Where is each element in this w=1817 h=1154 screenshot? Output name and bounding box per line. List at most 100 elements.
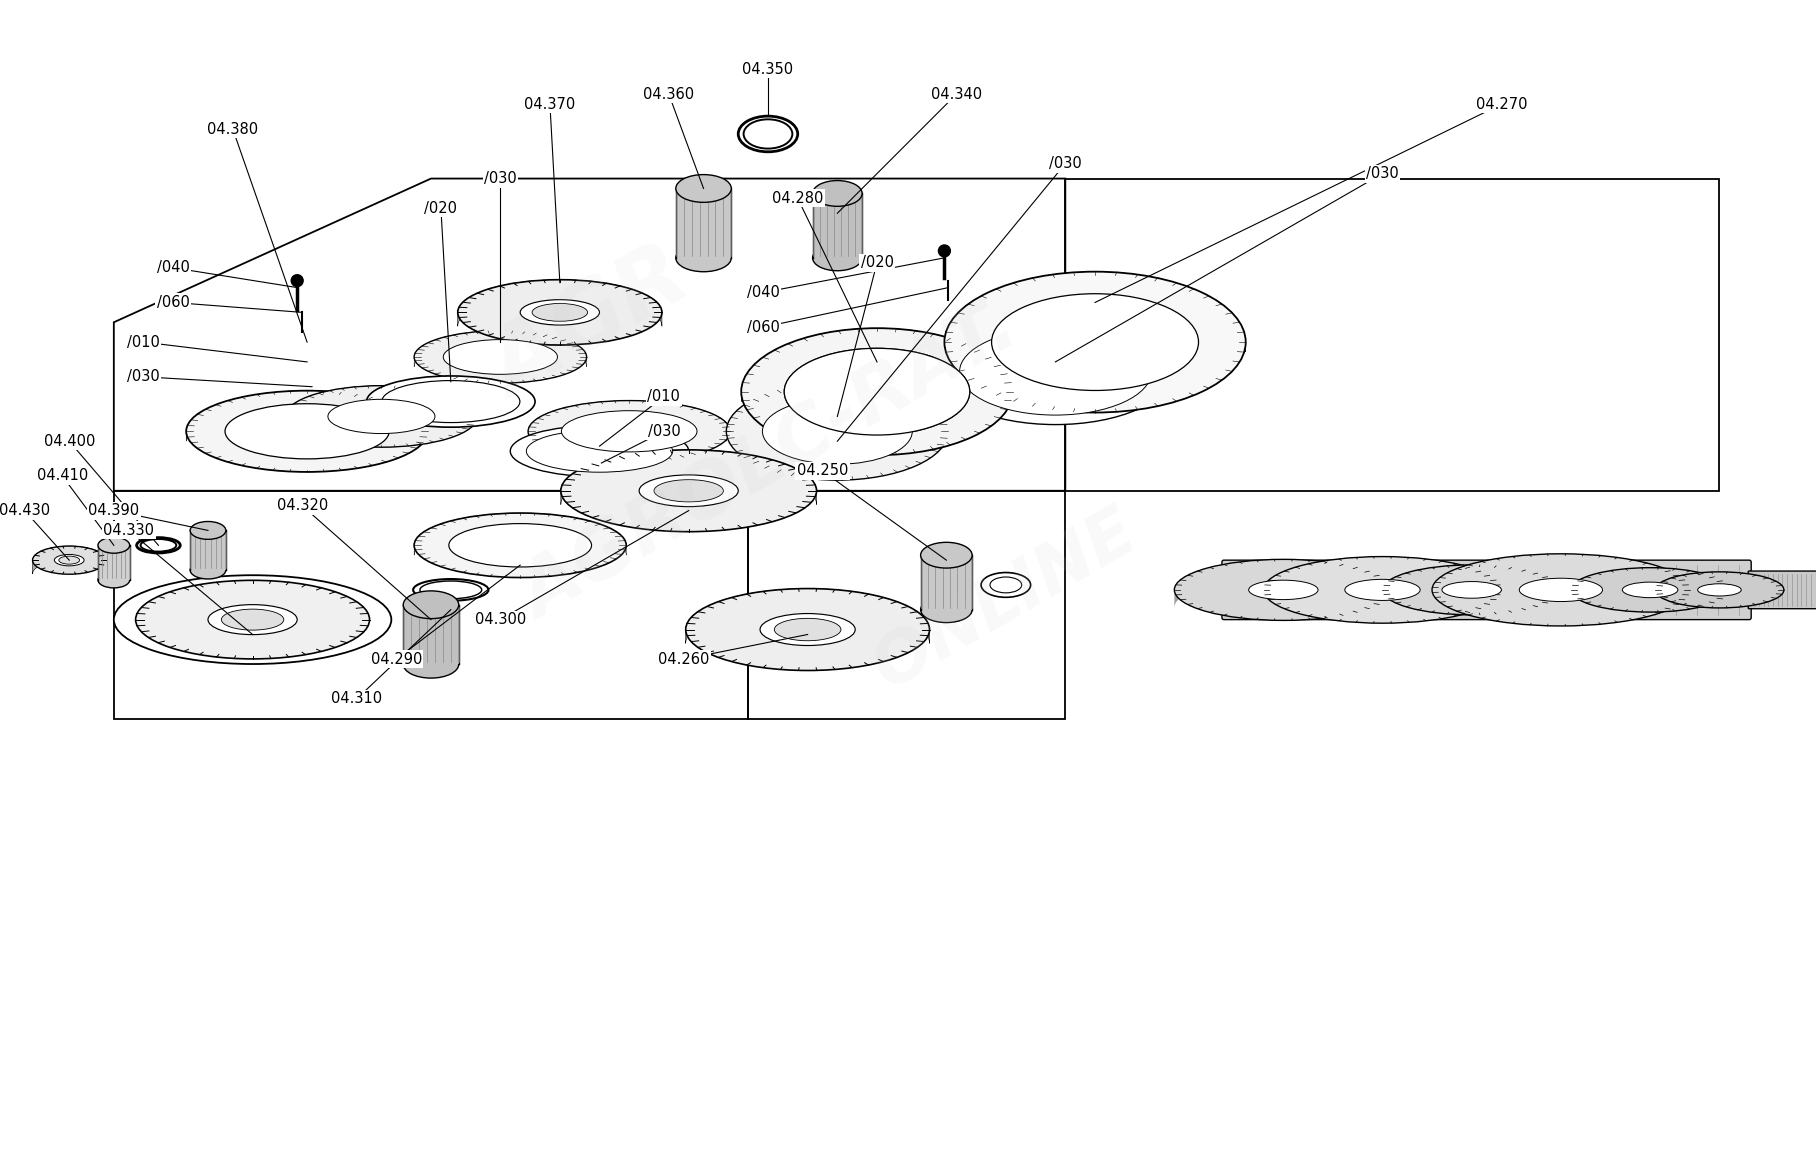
Ellipse shape xyxy=(743,119,792,149)
Text: 04.350: 04.350 xyxy=(743,62,794,77)
Ellipse shape xyxy=(207,605,298,635)
Text: 04.260: 04.260 xyxy=(658,652,709,667)
Polygon shape xyxy=(285,385,478,426)
Polygon shape xyxy=(191,531,225,570)
Text: /040: /040 xyxy=(747,285,779,300)
Ellipse shape xyxy=(676,174,730,202)
Ellipse shape xyxy=(1697,584,1741,595)
Polygon shape xyxy=(676,188,730,257)
Polygon shape xyxy=(136,580,369,634)
Ellipse shape xyxy=(520,300,600,325)
Ellipse shape xyxy=(1432,554,1690,625)
Text: AGROLC-RAT.: AGROLC-RAT. xyxy=(511,291,1032,635)
Ellipse shape xyxy=(1263,556,1501,623)
Ellipse shape xyxy=(785,349,970,435)
Polygon shape xyxy=(458,279,661,327)
Text: 04.250: 04.250 xyxy=(798,464,849,479)
Text: 04.390: 04.390 xyxy=(89,503,140,518)
Ellipse shape xyxy=(527,430,672,472)
Text: /020: /020 xyxy=(861,255,894,270)
Polygon shape xyxy=(529,400,730,441)
Text: 04.400: 04.400 xyxy=(44,434,94,449)
Text: /030: /030 xyxy=(483,171,516,186)
Polygon shape xyxy=(33,546,105,574)
Text: 04.300: 04.300 xyxy=(474,612,525,627)
Text: 04.340: 04.340 xyxy=(930,87,981,102)
Polygon shape xyxy=(414,331,587,367)
Ellipse shape xyxy=(998,297,1192,388)
FancyBboxPatch shape xyxy=(1748,571,1817,608)
Polygon shape xyxy=(685,589,930,644)
Polygon shape xyxy=(1174,560,1392,608)
Polygon shape xyxy=(1263,556,1501,608)
Ellipse shape xyxy=(1572,568,1730,612)
Ellipse shape xyxy=(98,572,129,587)
Text: 04.360: 04.360 xyxy=(643,87,694,102)
Ellipse shape xyxy=(414,331,587,383)
Ellipse shape xyxy=(1623,582,1677,598)
Polygon shape xyxy=(741,328,1012,402)
Text: /060: /060 xyxy=(156,295,189,310)
Text: 04.370: 04.370 xyxy=(525,97,576,112)
Ellipse shape xyxy=(511,426,689,477)
Circle shape xyxy=(291,275,303,286)
Ellipse shape xyxy=(738,117,798,152)
Ellipse shape xyxy=(136,580,369,659)
Ellipse shape xyxy=(55,554,84,565)
Ellipse shape xyxy=(449,524,592,567)
Ellipse shape xyxy=(654,480,723,502)
Ellipse shape xyxy=(921,542,972,568)
Ellipse shape xyxy=(959,329,1152,415)
Text: 04.310: 04.310 xyxy=(331,691,382,706)
Ellipse shape xyxy=(561,450,816,532)
Ellipse shape xyxy=(990,577,1021,593)
Ellipse shape xyxy=(640,475,738,507)
Ellipse shape xyxy=(774,619,841,640)
Ellipse shape xyxy=(191,561,225,579)
Text: /030: /030 xyxy=(127,369,160,384)
Ellipse shape xyxy=(225,404,389,459)
Text: /010: /010 xyxy=(127,335,160,350)
FancyBboxPatch shape xyxy=(1221,560,1752,620)
Ellipse shape xyxy=(443,339,558,374)
Text: 04.290: 04.290 xyxy=(371,652,422,667)
Text: 04.270: 04.270 xyxy=(1475,97,1526,112)
Ellipse shape xyxy=(981,572,1030,598)
Ellipse shape xyxy=(1248,580,1317,600)
Polygon shape xyxy=(1572,568,1730,608)
Ellipse shape xyxy=(561,411,698,452)
Text: /060: /060 xyxy=(747,320,779,335)
Text: /030: /030 xyxy=(1366,166,1399,181)
Text: /020: /020 xyxy=(425,201,458,216)
Ellipse shape xyxy=(945,271,1246,412)
Ellipse shape xyxy=(763,398,912,464)
Ellipse shape xyxy=(382,381,520,422)
Ellipse shape xyxy=(532,304,587,321)
Ellipse shape xyxy=(812,245,861,271)
Ellipse shape xyxy=(1519,578,1603,601)
Polygon shape xyxy=(727,382,948,441)
Polygon shape xyxy=(921,555,972,609)
Text: /040: /040 xyxy=(156,261,189,276)
Ellipse shape xyxy=(760,614,856,645)
Text: 04.280: 04.280 xyxy=(772,190,823,205)
Ellipse shape xyxy=(414,514,627,577)
Ellipse shape xyxy=(58,556,80,564)
Text: /030: /030 xyxy=(1048,156,1081,171)
Ellipse shape xyxy=(403,651,458,679)
Ellipse shape xyxy=(529,400,730,462)
Ellipse shape xyxy=(327,399,434,434)
Text: 04.320: 04.320 xyxy=(276,499,327,514)
Polygon shape xyxy=(403,605,458,665)
Text: 04.330: 04.330 xyxy=(104,523,154,538)
Text: AGR: AGR xyxy=(476,234,705,417)
Text: 04.410: 04.410 xyxy=(36,469,87,484)
Text: /030: /030 xyxy=(647,424,680,439)
Ellipse shape xyxy=(1174,560,1392,621)
Ellipse shape xyxy=(741,328,1012,455)
Ellipse shape xyxy=(1383,565,1561,615)
Ellipse shape xyxy=(938,320,1172,425)
Ellipse shape xyxy=(403,591,458,619)
Polygon shape xyxy=(98,546,129,580)
Polygon shape xyxy=(185,391,429,441)
